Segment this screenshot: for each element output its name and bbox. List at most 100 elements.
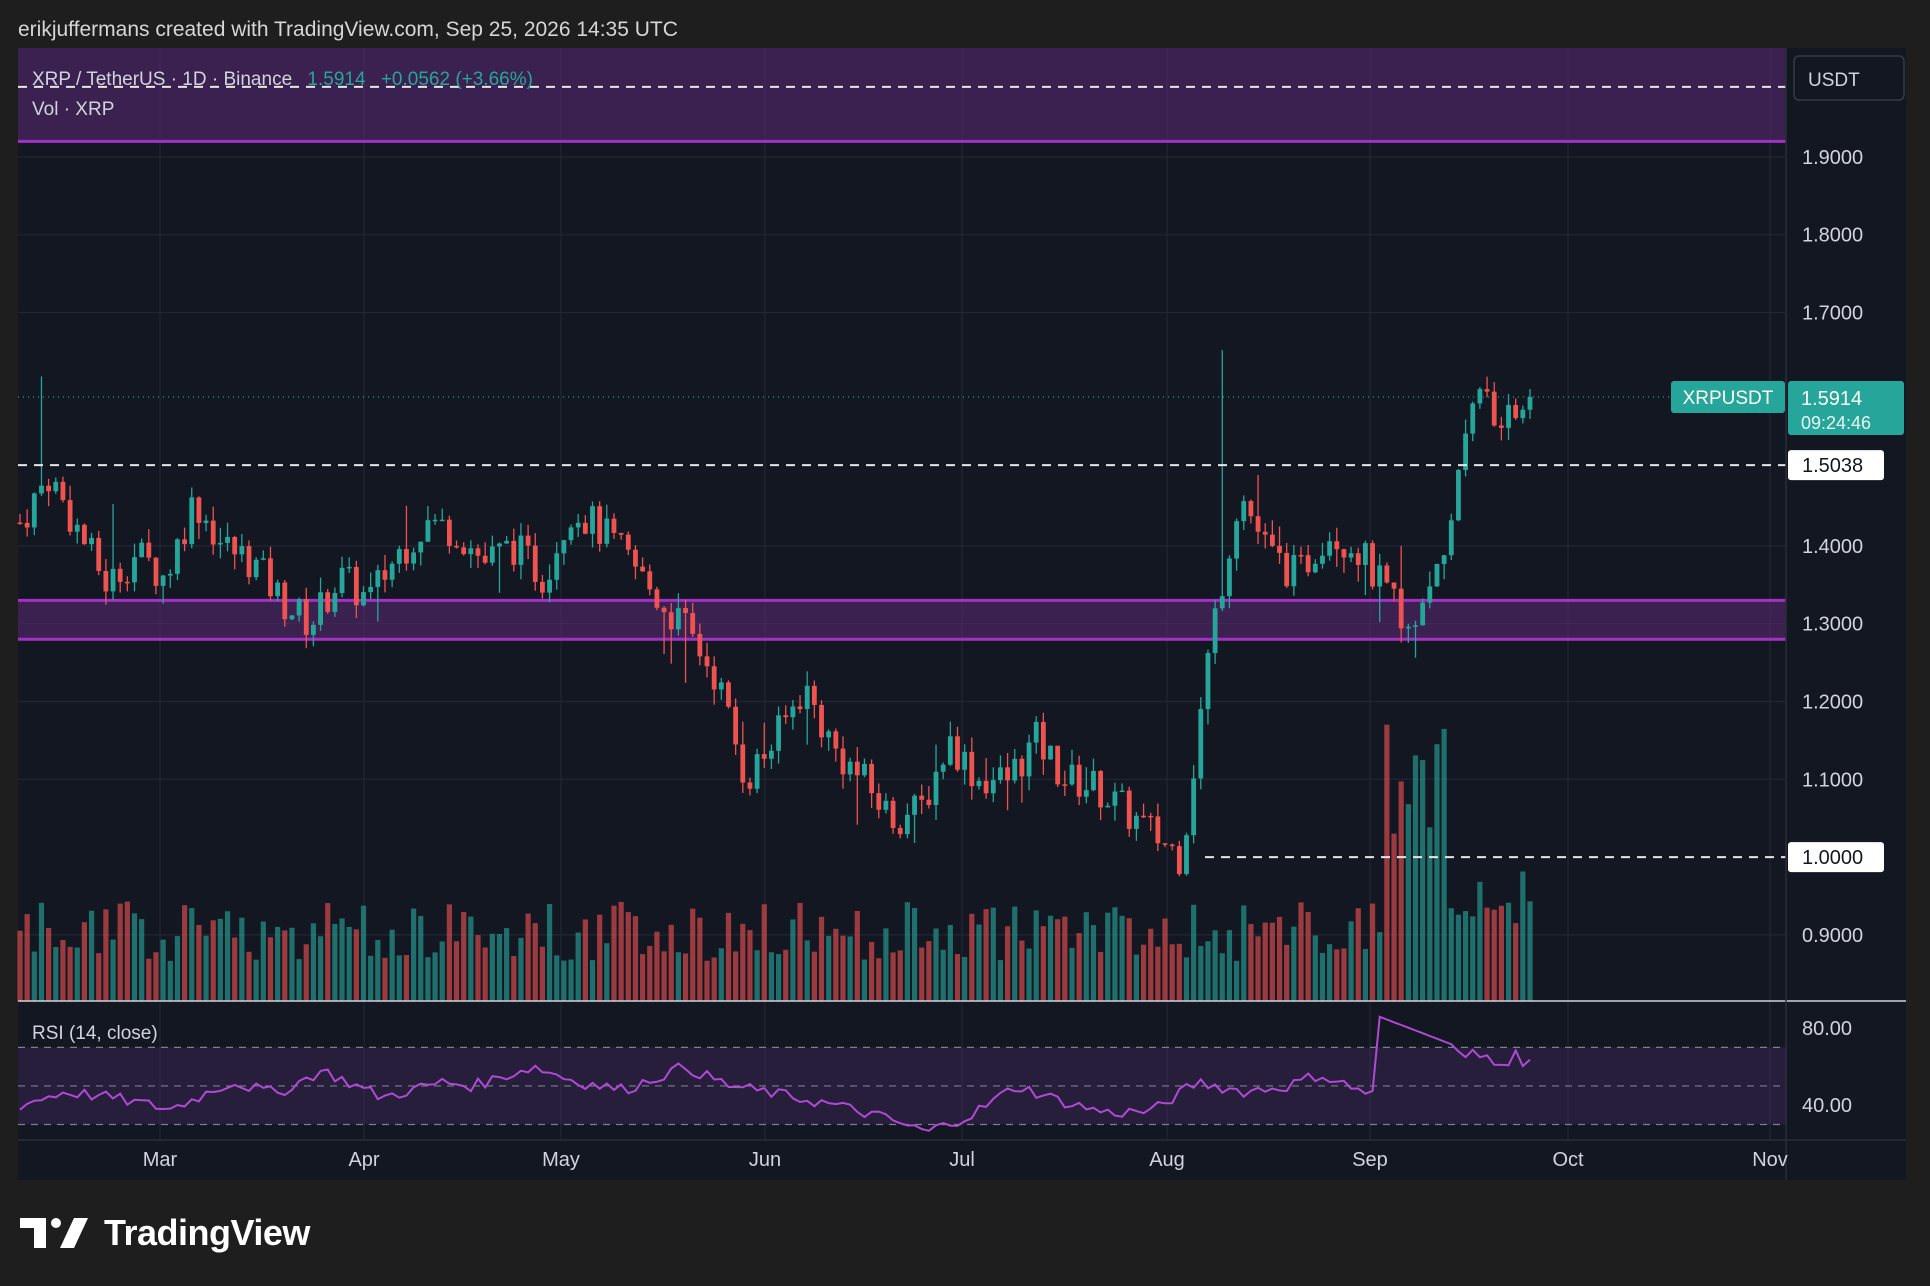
- candle-body: [1363, 543, 1368, 565]
- volume-bar: [1241, 905, 1247, 1001]
- volume-bar: [919, 947, 925, 1001]
- volume-bar: [396, 955, 402, 1001]
- candle-body: [1126, 790, 1132, 829]
- price-chart[interactable]: 1.5038 1.0000 1.9000 1.8000 1.7000 1.4000 1.3…: [0, 0, 1930, 1200]
- candle-body: [146, 542, 152, 558]
- candle-body: [389, 563, 395, 580]
- candle-body: [396, 549, 402, 564]
- candle-body: [189, 497, 195, 545]
- candle-body: [1513, 404, 1519, 419]
- candle-body: [1327, 541, 1333, 556]
- candle-body: [82, 524, 87, 545]
- volume-bar: [869, 941, 875, 1001]
- volume-bar: [432, 952, 438, 1001]
- candle-body: [1005, 767, 1010, 781]
- candle-body: [1069, 764, 1075, 785]
- candle-body: [718, 682, 724, 690]
- candle-body: [89, 537, 94, 545]
- candle-body: [683, 608, 688, 614]
- volume-bar: [403, 955, 410, 1001]
- volume-bar: [1155, 946, 1161, 1001]
- price-tick: 1.4000: [1802, 536, 1863, 558]
- legend-volume: Vol · XRP: [32, 99, 114, 120]
- candle-body: [1098, 770, 1104, 808]
- volume-bar: [1377, 932, 1383, 1001]
- volume-bar: [1427, 827, 1433, 1001]
- volume-bar: [740, 923, 746, 1001]
- time-axis[interactable]: Mar Apr May Jun Jul Aug Sep Oct Nov: [143, 1149, 1788, 1171]
- legend-symbol[interactable]: XRP / TetherUS · 1D · Binance 1.5914 +0.…: [32, 69, 533, 90]
- volume-bar: [754, 950, 760, 1001]
- candle-body: [411, 552, 417, 564]
- volume-bar: [196, 924, 202, 1001]
- volume-bar: [504, 928, 510, 1001]
- candle-body: [489, 546, 495, 563]
- volume-bar: [1448, 908, 1454, 1001]
- volume-bar: [411, 908, 417, 1001]
- volume-bar: [661, 951, 667, 1001]
- candle-body: [783, 715, 789, 718]
- volume-bar: [997, 960, 1004, 1001]
- volume-bar: [811, 951, 817, 1001]
- volume-bar: [954, 954, 961, 1001]
- volume-bar: [926, 941, 932, 1001]
- volume-bar: [453, 941, 460, 1001]
- volume-bar: [1012, 906, 1018, 1001]
- volume-bar: [1255, 936, 1261, 1001]
- volume-bar: [353, 929, 359, 1001]
- volume-bar: [675, 952, 681, 1001]
- level-label: 1.5038: [1802, 455, 1863, 477]
- volume-bar: [1298, 902, 1304, 1001]
- price-tick: 1.3000: [1802, 614, 1863, 636]
- candle-body: [1048, 745, 1053, 760]
- candle-body: [840, 748, 846, 775]
- candle-body: [1162, 843, 1168, 845]
- candle-body: [24, 522, 30, 528]
- candle-body: [454, 545, 459, 548]
- candle-body: [1477, 389, 1483, 404]
- volume-bar: [797, 902, 803, 1001]
- volume-bar: [468, 916, 474, 1001]
- volume-bar: [1498, 905, 1504, 1001]
- volume-bar: [933, 928, 939, 1001]
- candle-body: [1055, 745, 1061, 785]
- candle-body: [947, 736, 953, 765]
- volume-bar: [1219, 953, 1225, 1001]
- volume-bar: [647, 945, 653, 1001]
- candle-body: [1148, 815, 1154, 818]
- candle-body: [711, 666, 717, 690]
- volume-bar: [783, 949, 789, 1001]
- candle-body: [446, 519, 452, 546]
- candle-body: [532, 545, 538, 582]
- candle-body: [1448, 520, 1454, 556]
- candle-body: [1198, 709, 1204, 779]
- volume-bar: [60, 939, 66, 1001]
- volume-bar: [1055, 919, 1061, 1001]
- last-price-value: 1.5914: [1801, 388, 1862, 410]
- rsi-line: [19, 1015, 1531, 1132]
- candle-body: [439, 519, 445, 522]
- candle-body: [1083, 790, 1089, 797]
- candle-body: [253, 559, 259, 578]
- candle-body: [1012, 758, 1018, 781]
- price-axis[interactable]: 1.9000 1.8000 1.7000 1.4000 1.3000 1.2000 1.10…: [1802, 147, 1863, 1117]
- volume-bar: [88, 910, 95, 1001]
- volume-bar: [146, 958, 152, 1001]
- candle-body: [1484, 389, 1490, 392]
- candle-body: [547, 579, 552, 593]
- volume-bar: [1327, 944, 1333, 1001]
- volume-bar: [217, 918, 223, 1001]
- volume-bar: [1076, 933, 1082, 1001]
- volume-bar: [418, 915, 424, 1001]
- volume-bar: [618, 901, 624, 1001]
- volume-bar: [1004, 926, 1011, 1001]
- volume-bar: [53, 947, 59, 1001]
- volume-bar: [267, 937, 274, 1001]
- candle-body: [160, 575, 166, 586]
- candle-body: [497, 543, 502, 547]
- volume-bar: [854, 911, 860, 1001]
- candle-body: [1234, 521, 1239, 559]
- volume-bar: [1083, 912, 1089, 1001]
- currency-button[interactable]: USDT: [1808, 70, 1860, 91]
- candle-body: [217, 542, 223, 545]
